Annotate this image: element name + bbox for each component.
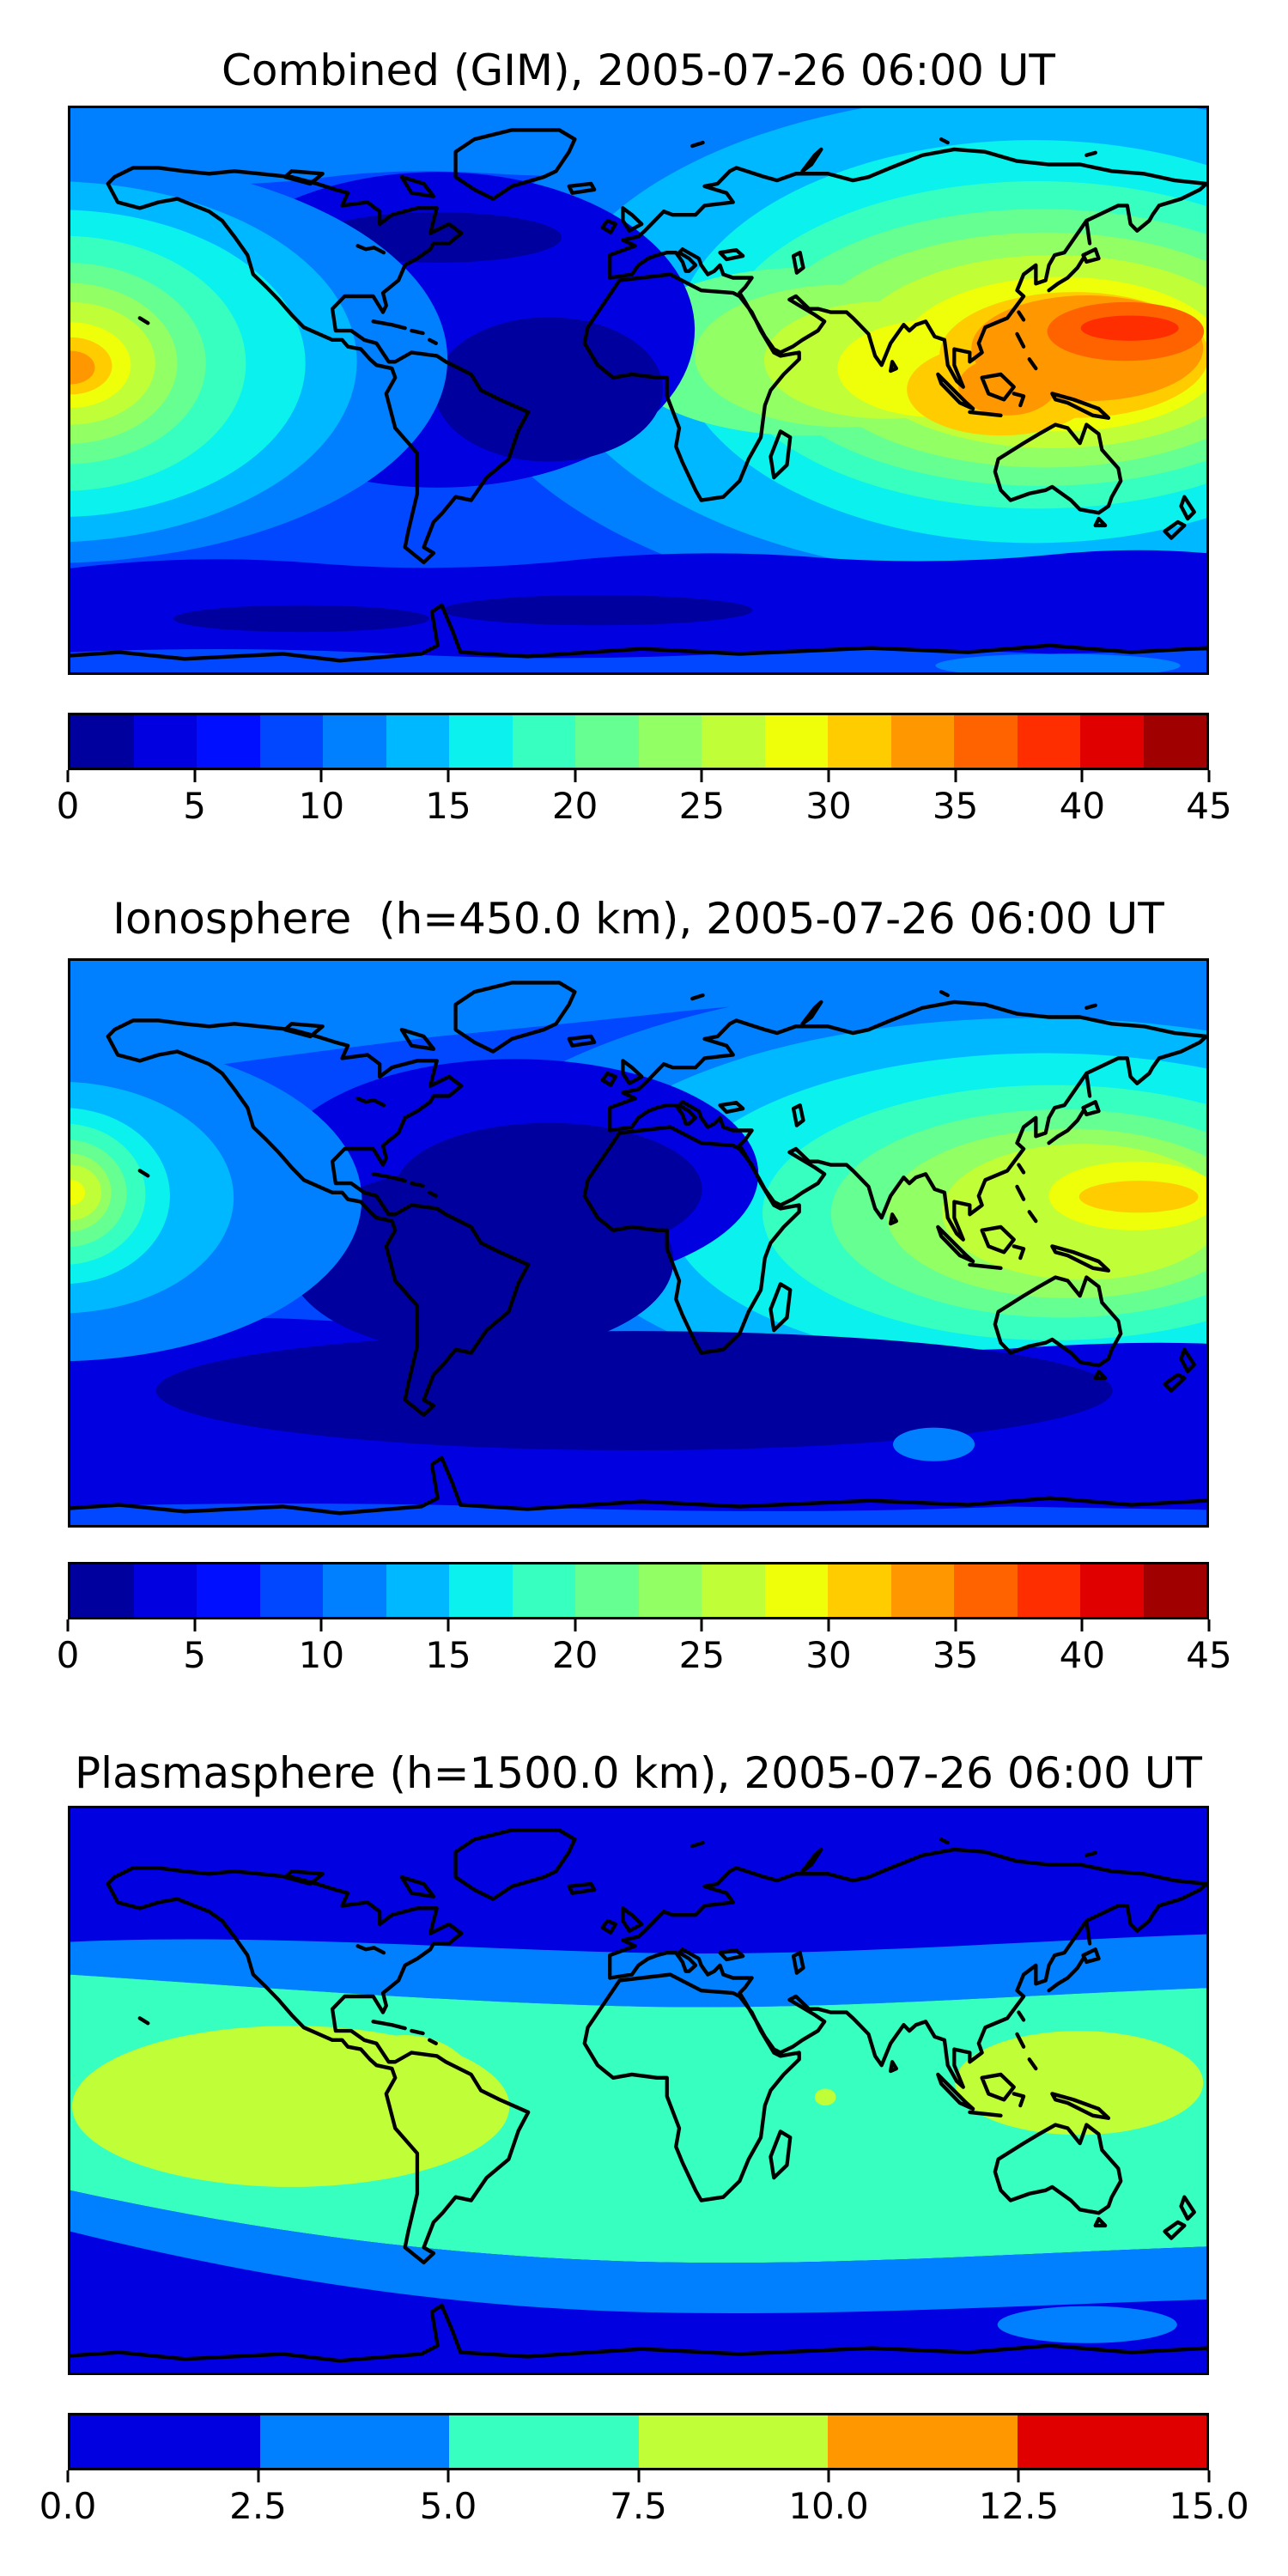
- colorbar-ticks-combined: [66, 770, 1211, 782]
- tick-label: 30: [805, 785, 852, 827]
- colorbar-segment: [828, 1564, 891, 1617]
- colorbar-segment: [133, 1564, 197, 1617]
- colorbar-segment: [1080, 1564, 1144, 1617]
- colorbar-segment: [1080, 715, 1144, 768]
- colorbar-segment: [449, 1564, 513, 1617]
- colorbar-segment: [70, 715, 134, 768]
- tick-label: 40: [1059, 1634, 1106, 1676]
- colorbar-segment: [259, 1564, 323, 1617]
- colorbar-segment: [323, 1564, 386, 1617]
- tick-label: 5: [183, 785, 207, 827]
- colorbar-segment: [386, 715, 449, 768]
- colorbar-segment: [575, 1564, 639, 1617]
- tick-label: 15: [425, 785, 471, 827]
- tick-label: 0: [56, 785, 80, 827]
- colorbar-segment: [70, 2415, 260, 2468]
- colorbar-segment: [1143, 1564, 1206, 1617]
- tick-label: 25: [678, 785, 726, 827]
- tick-label: 15: [425, 1634, 471, 1676]
- colorbar-segment: [828, 2415, 1018, 2468]
- colorbar-segment: [70, 1564, 134, 1617]
- map-ionosphere: [68, 958, 1209, 1528]
- colorbar-segment: [764, 715, 828, 768]
- colorbar-ticks-ionosphere: [66, 1619, 1211, 1631]
- colorbar-segment: [512, 1564, 575, 1617]
- colorbar-plasmasphere: [68, 2413, 1209, 2470]
- tick-label: 25: [678, 1634, 726, 1676]
- colorbar-segment: [638, 2415, 828, 2468]
- tick-label: 45: [1186, 1634, 1232, 1676]
- colorbar-segment: [638, 715, 702, 768]
- colorbar-combined: [68, 713, 1209, 770]
- colorbar-segment: [1017, 2415, 1206, 2468]
- colorbar-segment: [386, 1564, 449, 1617]
- tick-label: 15.0: [1169, 2485, 1249, 2527]
- colorbar-segment: [197, 715, 260, 768]
- tick-label: 45: [1186, 785, 1232, 827]
- tick-label: 10: [298, 785, 345, 827]
- contour-map-plasmasphere: [70, 1808, 1206, 2372]
- tick-label: 35: [932, 785, 979, 827]
- map-plasmasphere: [68, 1806, 1209, 2375]
- colorbar-segment: [828, 715, 891, 768]
- colorbar-labels-combined: 0 5 10 15 20 25 30 35 40 45: [57, 785, 1232, 828]
- colorbar-labels-ionosphere: 0 5 10 15 20 25 30 35 40 45: [57, 1634, 1232, 1677]
- colorbar-segment: [575, 715, 639, 768]
- colorbar-segment: [133, 715, 197, 768]
- colorbar-segment: [954, 1564, 1018, 1617]
- tick-label: 30: [805, 1634, 852, 1676]
- colorbar-labels-plasmasphere: 0.0 2.5 5.0 7.5 10.0 12.5 15.0: [39, 2485, 1249, 2528]
- colorbar-segment: [323, 715, 386, 768]
- tick-label: 5: [183, 1634, 207, 1676]
- tick-label: 0: [56, 1634, 80, 1676]
- colorbar-segment: [259, 2415, 449, 2468]
- panel-title-plasmasphere: Plasmasphere (h=1500.0 km), 2005-07-26 0…: [75, 1748, 1202, 1798]
- colorbar-ticks-plasmasphere: [66, 2470, 1211, 2482]
- tick-label: 40: [1059, 785, 1106, 827]
- colorbar-segment: [1017, 1564, 1080, 1617]
- tick-label: 20: [551, 785, 598, 827]
- tick-label: 7.5: [610, 2485, 667, 2527]
- colorbar-segment: [890, 715, 954, 768]
- panel-title-combined: Combined (GIM), 2005-07-26 06:00 UT: [222, 46, 1055, 95]
- colorbar-segment: [512, 715, 575, 768]
- tick-label: 10: [298, 1634, 345, 1676]
- tick-label: 10.0: [788, 2485, 869, 2527]
- contour-map-ionosphere: [70, 961, 1206, 1525]
- tick-label: 12.5: [978, 2485, 1060, 2527]
- colorbar-segment: [954, 715, 1018, 768]
- tick-label: 2.5: [229, 2485, 287, 2527]
- colorbar-segment: [449, 2415, 639, 2468]
- colorbar-segment: [764, 1564, 828, 1617]
- colorbar-segment: [890, 1564, 954, 1617]
- colorbar-segment: [259, 715, 323, 768]
- tick-label: 20: [551, 1634, 598, 1676]
- colorbar-segment: [702, 715, 765, 768]
- contour-map-combined: [70, 108, 1206, 672]
- tick-label: 35: [932, 1634, 979, 1676]
- colorbar-segment: [449, 715, 513, 768]
- colorbar-segment: [638, 1564, 702, 1617]
- colorbar-segment: [1143, 715, 1206, 768]
- colorbar-segment: [702, 1564, 765, 1617]
- colorbar-segment: [197, 1564, 260, 1617]
- colorbar-segment: [1017, 715, 1080, 768]
- map-combined-gim: [68, 106, 1209, 675]
- tick-label: 5.0: [419, 2485, 477, 2527]
- panel-title-ionosphere: Ionosphere (h=450.0 km), 2005-07-26 06:0…: [112, 894, 1164, 944]
- tick-label: 0.0: [39, 2485, 97, 2527]
- colorbar-ionosphere: [68, 1562, 1209, 1619]
